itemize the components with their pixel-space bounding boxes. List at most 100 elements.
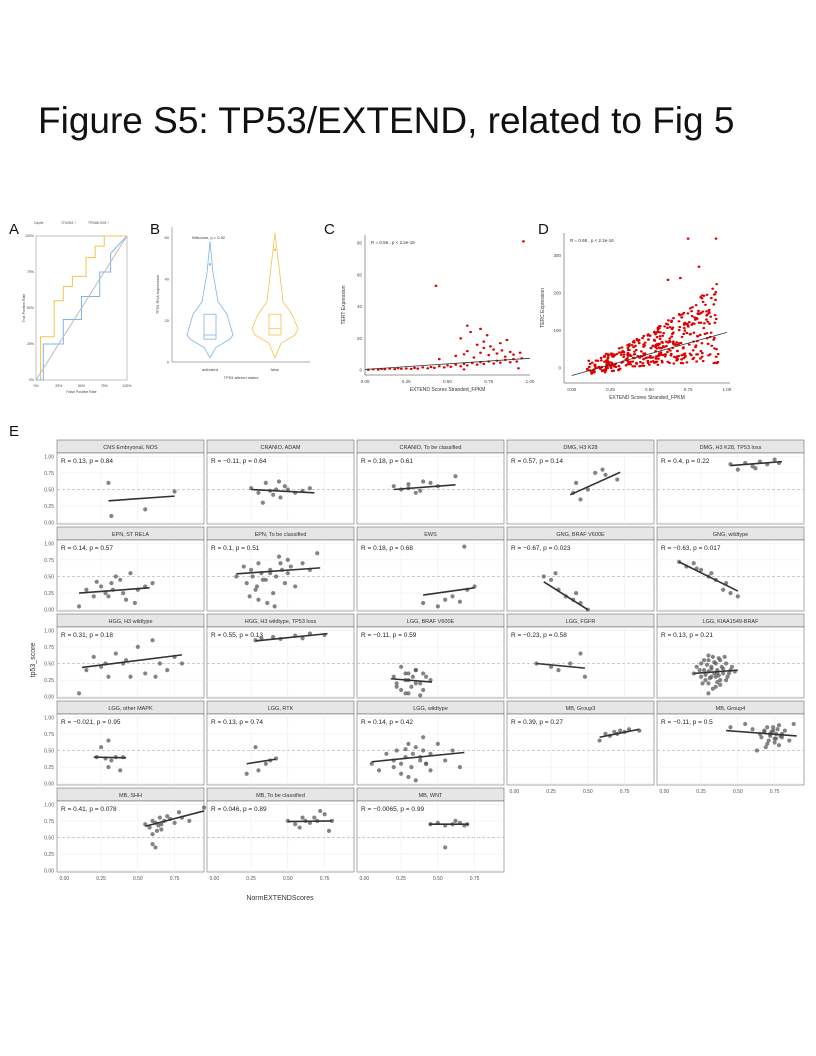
facet-y-tick: 1.00: [44, 802, 54, 808]
facet-y-tick: 0.25: [44, 591, 54, 597]
tert-point: [454, 354, 458, 358]
facet-point: [103, 590, 108, 596]
facet-fit-line: [393, 484, 456, 491]
facet-strip-label: CRANIO, To be classified: [400, 445, 462, 451]
facet-point: [709, 666, 714, 671]
terc-point: [693, 316, 696, 319]
terc-point: [680, 358, 684, 361]
facet-fit-line: [693, 669, 738, 675]
tert-point: [500, 349, 504, 352]
tert-point: [442, 366, 446, 369]
facet-point: [450, 594, 455, 599]
facet-point: [293, 822, 298, 827]
terc-point: [614, 365, 618, 369]
facet-panel: EPN, ST RELA R = 0.14, p = 0.57: [56, 526, 205, 612]
facet-y-tick: 0.75: [44, 471, 54, 477]
facet-point: [123, 597, 129, 602]
terc-point: [658, 331, 662, 334]
facet-stat-label: R = −0.0065, p = 0.99: [361, 806, 424, 813]
facet-point: [234, 574, 239, 579]
terc-point: [674, 343, 678, 346]
terc-point: [660, 347, 664, 350]
facet-point: [263, 761, 268, 766]
terc-point: [666, 326, 669, 330]
facet-point: [754, 748, 760, 753]
facet-plot-area: [206, 539, 355, 612]
terc-point: [655, 347, 659, 350]
facet-stat-label: R = −0.63, p = 0.017: [661, 545, 721, 552]
facet-strip-label: EWS: [424, 532, 437, 538]
terc-x-tick: 0.75: [684, 387, 693, 392]
facet-point: [406, 671, 411, 676]
roc-curve-0: [36, 235, 127, 381]
tert-point: [482, 362, 486, 365]
facet-point: [256, 597, 261, 602]
facet-panel: CNS Embryonal, NOS R = 0.13, p = 0.84: [56, 439, 205, 525]
terc-x-label: EXTEND Scores Stranded_FPKM: [609, 395, 685, 401]
facet-point: [394, 748, 399, 753]
facet-point: [706, 653, 711, 658]
terc-point: [695, 317, 699, 320]
facet-point: [763, 745, 768, 750]
facet-stat-label: R = 0.57, p = 0.14: [511, 458, 563, 465]
facet-point: [612, 729, 617, 735]
facet-stat-label: R = −0.23, p = 0.58: [511, 632, 567, 639]
facet-point: [84, 587, 89, 592]
facet-point: [701, 668, 707, 673]
facet-point: [791, 721, 796, 727]
facet-fit-line: [108, 495, 175, 502]
panel-letter-e: E: [9, 423, 20, 440]
terc-point: [709, 315, 713, 318]
terc-point: [609, 353, 613, 356]
terc-x-tick: 1.00: [723, 387, 732, 392]
facet-point: [787, 738, 792, 743]
facet-point: [450, 748, 455, 753]
terc-point: [643, 352, 647, 355]
facet-point: [776, 723, 782, 728]
facet-stat-label: R = 0.55, p = 0.13: [211, 632, 263, 639]
panel-letter-d: D: [538, 221, 549, 238]
terc-point: [633, 365, 637, 368]
terc-point: [702, 326, 706, 330]
facet-point: [276, 479, 282, 484]
roc-y-tick: 25%: [27, 342, 34, 346]
facet-fit-line: [246, 758, 277, 765]
terc-point: [593, 363, 597, 366]
tert-point: [472, 356, 476, 359]
terc-point: [637, 342, 641, 345]
facet-point: [297, 825, 302, 830]
terc-point: [677, 342, 681, 345]
terc-point: [708, 353, 712, 356]
facet-scatter-chart: CNS Embryonal, NOS R = 0.13, p = 0.84 0.00…: [30, 439, 805, 902]
terc-point: [699, 321, 703, 324]
facet-plot-area: [56, 713, 205, 786]
terc-point: [604, 359, 608, 362]
facet-x-tick: 0.25: [96, 876, 106, 882]
tert-point: [399, 367, 403, 370]
facet-point: [106, 738, 111, 743]
terc-point: [594, 359, 598, 362]
terc-point: [696, 353, 699, 356]
terc-point: [682, 346, 685, 349]
facet-point: [322, 812, 327, 817]
facet-point: [399, 687, 404, 693]
roc-y-tick: 75%: [27, 270, 34, 274]
terc-point: [632, 353, 636, 356]
roc-y-tick: 0%: [29, 378, 34, 382]
facet-point: [391, 674, 396, 679]
tert-point: [465, 364, 469, 367]
facet-point: [150, 818, 155, 824]
terc-trend-line: [571, 331, 728, 376]
facet-stat-label: R = −0.11, p = 0.5: [661, 719, 713, 726]
facet-point: [91, 594, 96, 599]
facet-point: [187, 818, 192, 824]
tert-point: [429, 365, 433, 369]
terc-point: [629, 363, 633, 366]
terc-point: [700, 294, 704, 297]
violin-stat-annotation: Wilcoxon, p = 0.92: [192, 235, 226, 240]
terc-point: [651, 356, 655, 359]
facet-panel: DMG, H3 K28 R = 0.57, p = 0.14: [506, 439, 655, 525]
facet-point: [394, 681, 399, 686]
tert-point: [487, 354, 491, 357]
facet-x-tick: 0.25: [696, 789, 706, 795]
